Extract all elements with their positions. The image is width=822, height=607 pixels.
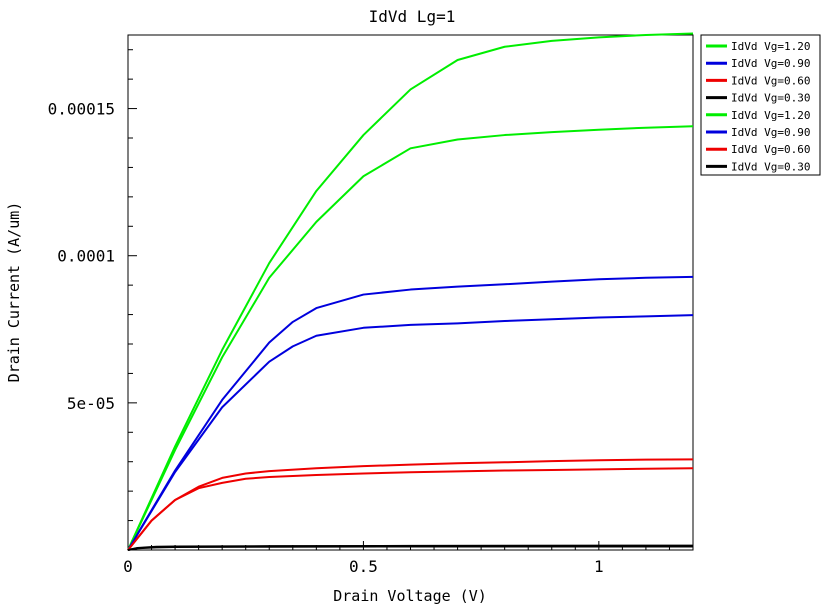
series-layer — [127, 32, 694, 551]
legend-label: IdVd Vg=1.20 — [731, 109, 810, 122]
series-line-6 — [127, 467, 694, 551]
chart-title: IdVd Lg=1 — [369, 7, 456, 26]
legend-label: IdVd Vg=0.30 — [731, 92, 810, 105]
legend-label: IdVd Vg=0.90 — [731, 57, 810, 70]
y-tick-label: 0.0001 — [57, 247, 115, 266]
series-line-1 — [127, 275, 694, 551]
x-axis-ticks: 0 0.5 1 — [123, 541, 694, 576]
legend-label: IdVd Vg=0.60 — [731, 143, 810, 156]
x-tick-label: 0.5 — [349, 557, 378, 576]
series-line-7 — [127, 545, 693, 551]
x-tick-label: 0 — [123, 557, 133, 576]
x-tick-label: 1 — [594, 557, 604, 576]
y-tick-label: 0.00015 — [48, 100, 115, 119]
series-line-4 — [127, 125, 694, 551]
legend-box — [700, 34, 821, 176]
x-axis-title: Drain Voltage (V) — [333, 587, 487, 605]
legend-label: IdVd Vg=0.90 — [731, 126, 810, 139]
y-axis-title: Drain Current (A/um) — [5, 202, 23, 383]
series-line-0 — [127, 32, 694, 551]
y-axis-ticks: 5e-05 0.0001 0.00015 — [48, 49, 137, 551]
legend-label: IdVd Vg=0.30 — [731, 160, 810, 173]
series-line-5 — [127, 314, 694, 551]
legend: IdVd Vg=1.20 IdVd Vg=0.90 IdVd Vg=0.60 IdVd… — [700, 34, 821, 176]
legend-label: IdVd Vg=1.20 — [731, 40, 810, 53]
legend-label: IdVd Vg=0.60 — [731, 74, 810, 87]
y-tick-label: 5e-05 — [67, 394, 115, 413]
